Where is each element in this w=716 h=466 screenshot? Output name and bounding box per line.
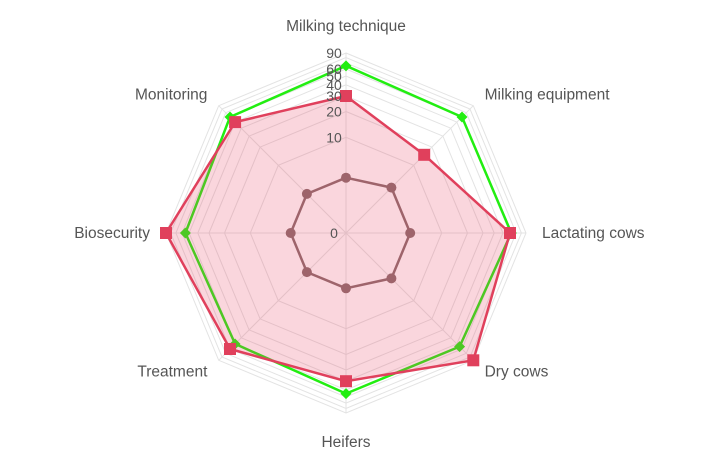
radial-tick-label: 0 [330,225,338,241]
data-point [467,354,480,367]
radial-tick-label: 60 [326,61,342,77]
data-point [386,182,397,193]
category-label: Lactating cows [542,225,645,242]
data-point [301,188,312,199]
category-labels: Milking technique Milking equipment Lactat… [74,18,645,451]
category-label: Treatment [137,364,208,381]
data-point [340,60,352,72]
data-point [386,273,397,284]
category-label: Milking technique [286,18,406,35]
radial-tick-label: 40 [326,77,342,93]
data-point [224,343,236,355]
data-point [301,267,312,278]
data-point [341,283,351,294]
category-label: Biosecurity [74,225,150,242]
radial-tick-label: 50 [326,68,342,84]
category-label: Monitoring [135,86,207,103]
radar-series [160,60,517,400]
data-point [179,227,191,239]
data-point [418,148,431,161]
series-2 [160,90,516,388]
radial-tick-label: 90 [326,45,342,61]
radial-tick-label: 30 [326,88,342,104]
data-point [341,172,351,183]
data-point [456,111,468,123]
data-point [229,116,242,129]
data-point [405,228,416,238]
category-label: Dry cows [485,364,549,381]
radial-tick-label: 20 [326,104,342,120]
data-point [454,341,466,353]
category-label: Milking equipment [485,86,611,103]
category-label: Heifers [321,434,370,451]
data-point [285,228,296,238]
data-point [340,375,352,388]
data-point [160,227,172,239]
data-point [340,90,352,102]
grid-spoke [345,232,474,361]
grid-spoke [218,232,347,361]
data-point [504,227,516,239]
radial-tick-label: 10 [326,129,342,145]
series-0 [285,172,416,294]
grid-spoke [345,105,474,234]
data-point [340,388,352,400]
